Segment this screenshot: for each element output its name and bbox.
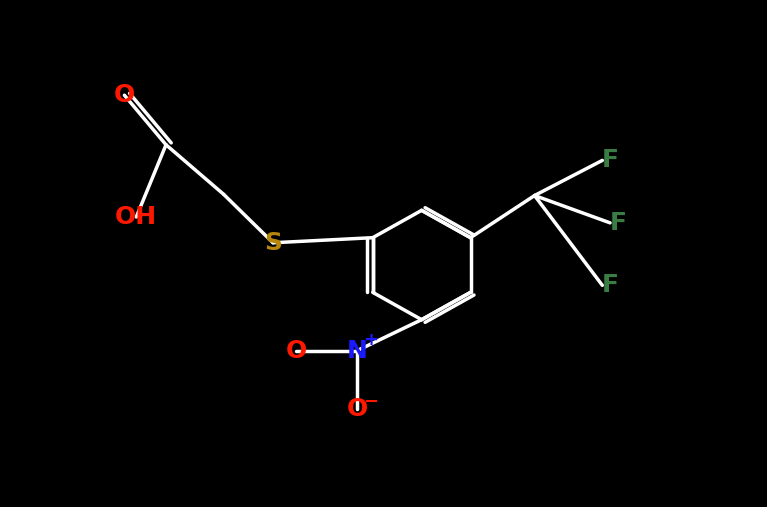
Text: +: + xyxy=(364,331,379,349)
Text: −: − xyxy=(363,393,378,411)
Text: F: F xyxy=(601,149,618,172)
Text: O: O xyxy=(347,397,368,421)
Text: F: F xyxy=(609,211,627,235)
Text: F: F xyxy=(601,273,618,297)
Text: O: O xyxy=(285,339,307,363)
Text: S: S xyxy=(264,231,282,255)
Text: OH: OH xyxy=(115,205,157,229)
Text: O: O xyxy=(114,83,135,107)
Text: N: N xyxy=(347,339,368,363)
